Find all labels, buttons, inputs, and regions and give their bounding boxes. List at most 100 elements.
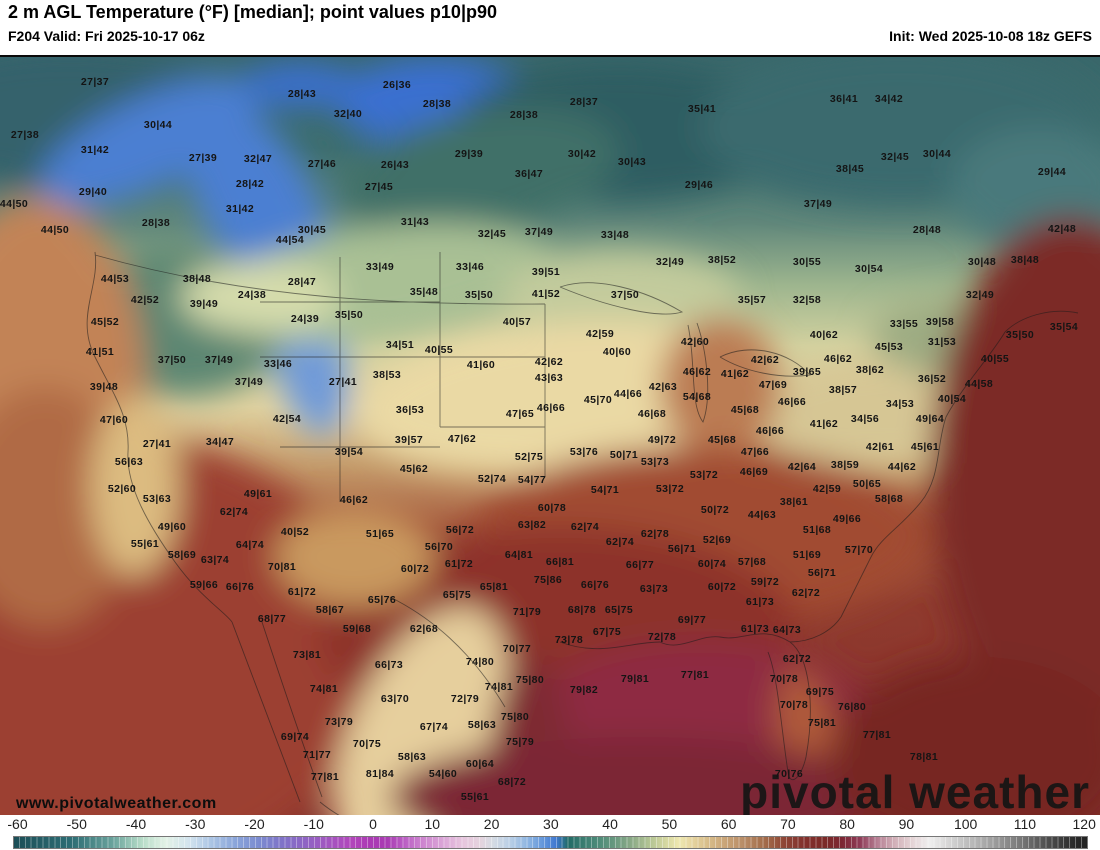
point-value: 38|62 — [855, 363, 885, 376]
colorbar-tick: 100 — [953, 816, 978, 832]
point-value: 28|38 — [141, 216, 171, 229]
map-title: 2 m AGL Temperature (°F) [median]; point… — [8, 2, 497, 22]
point-value: 71|79 — [512, 605, 542, 618]
point-value: 38|48 — [182, 272, 212, 285]
point-value: 51|69 — [792, 548, 822, 561]
colorbar-tick: 70 — [780, 816, 796, 832]
colorbar-tick: 40 — [602, 816, 618, 832]
point-value: 69|77 — [677, 613, 707, 626]
point-value: 53|72 — [655, 482, 685, 495]
point-value: 60|64 — [465, 757, 495, 770]
point-value: 41|62 — [809, 417, 839, 430]
point-value: 42|63 — [648, 380, 678, 393]
point-value: 54|68 — [682, 390, 712, 403]
point-value: 56|70 — [424, 540, 454, 553]
point-value: 41|51 — [85, 345, 115, 358]
watermark-brand: pivotal weather — [740, 766, 1090, 815]
point-value: 27|39 — [188, 151, 218, 164]
point-value: 79|81 — [620, 672, 650, 685]
point-value: 40|55 — [980, 352, 1010, 365]
point-value: 35|48 — [409, 285, 439, 298]
point-value: 35|50 — [464, 288, 494, 301]
point-value: 32|45 — [880, 150, 910, 163]
point-value: 53|73 — [640, 455, 670, 468]
point-value: 34|47 — [205, 435, 235, 448]
point-value: 49|61 — [243, 487, 273, 500]
point-value: 57|70 — [844, 543, 874, 556]
point-value: 55|61 — [460, 790, 490, 803]
point-value: 44|50 — [0, 197, 29, 210]
map-header: 2 m AGL Temperature (°F) [median]; point… — [0, 0, 1100, 55]
point-value: 54|77 — [517, 473, 547, 486]
point-value: 40|52 — [280, 525, 310, 538]
point-value: 42|48 — [1047, 222, 1077, 235]
point-value: 33|48 — [600, 228, 630, 241]
point-value: 40|62 — [809, 328, 839, 341]
colorbar-tick: 80 — [839, 816, 855, 832]
point-value: 46|66 — [536, 401, 566, 414]
point-value: 70|78 — [769, 672, 799, 685]
point-value: 62|68 — [409, 622, 439, 635]
point-value: 38|61 — [779, 495, 809, 508]
point-value: 37|50 — [157, 353, 187, 366]
point-value: 57|68 — [737, 555, 767, 568]
point-value: 56|63 — [114, 455, 144, 468]
point-value: 75|81 — [807, 716, 837, 729]
point-value: 61|72 — [444, 557, 474, 570]
map-borders — [86, 251, 1079, 815]
point-value: 32|58 — [792, 293, 822, 306]
point-value: 30|44 — [922, 147, 952, 160]
point-value: 37|49 — [524, 225, 554, 238]
point-value: 36|53 — [395, 403, 425, 416]
point-value: 59|66 — [189, 578, 219, 591]
map-terrain-graphic — [0, 57, 1100, 815]
point-value: 75|80 — [515, 673, 545, 686]
point-value: 33|55 — [889, 317, 919, 330]
point-value: 55|61 — [130, 537, 160, 550]
point-value: 29|40 — [78, 185, 108, 198]
point-value: 60|78 — [537, 501, 567, 514]
point-value: 27|37 — [80, 75, 110, 88]
colorbar-tick: 20 — [483, 816, 500, 832]
colorbar-tick: -30 — [185, 816, 206, 832]
point-value: 52|74 — [477, 472, 507, 485]
point-value: 44|63 — [747, 508, 777, 521]
point-value: 73|81 — [292, 648, 322, 661]
point-value: 40|57 — [502, 315, 532, 328]
point-value: 40|60 — [602, 345, 632, 358]
point-value: 75|80 — [500, 710, 530, 723]
point-value: 28|48 — [912, 223, 942, 236]
point-value: 38|53 — [372, 368, 402, 381]
point-value: 45|70 — [583, 393, 613, 406]
point-value: 27|46 — [307, 157, 337, 170]
point-value: 42|60 — [680, 335, 710, 348]
point-value: 79|82 — [569, 683, 599, 696]
point-value: 42|59 — [585, 327, 615, 340]
point-value: 62|72 — [782, 652, 812, 665]
point-value: 33|46 — [455, 260, 485, 273]
point-value: 42|62 — [750, 353, 780, 366]
point-value: 30|43 — [617, 155, 647, 168]
point-value: 46|69 — [739, 465, 769, 478]
temperature-map[interactable]: 27|37 30|44 27|38 31|42 27|39 32|47 28|42 29|40… — [0, 55, 1100, 815]
point-value: 44|66 — [613, 387, 643, 400]
point-value: 65|81 — [479, 580, 509, 593]
point-value: 75|79 — [505, 735, 535, 748]
point-value: 74|81 — [309, 682, 339, 695]
point-value: 77|81 — [862, 728, 892, 741]
point-value: 36|52 — [917, 372, 947, 385]
point-value: 58|63 — [397, 750, 427, 763]
point-value: 68|77 — [257, 612, 287, 625]
point-value: 36|41 — [829, 92, 859, 105]
colorbar-tick: -20 — [244, 816, 265, 832]
point-value: 37|49 — [234, 375, 264, 388]
point-value: 58|63 — [467, 718, 497, 731]
point-value: 38|48 — [1010, 253, 1040, 266]
point-value: 51|65 — [365, 527, 395, 540]
point-value: 68|78 — [567, 603, 597, 616]
point-value: 27|38 — [10, 128, 40, 141]
point-value: 72|79 — [450, 692, 480, 705]
colorbar-tick: 120 — [1072, 816, 1096, 832]
point-value: 76|80 — [837, 700, 867, 713]
